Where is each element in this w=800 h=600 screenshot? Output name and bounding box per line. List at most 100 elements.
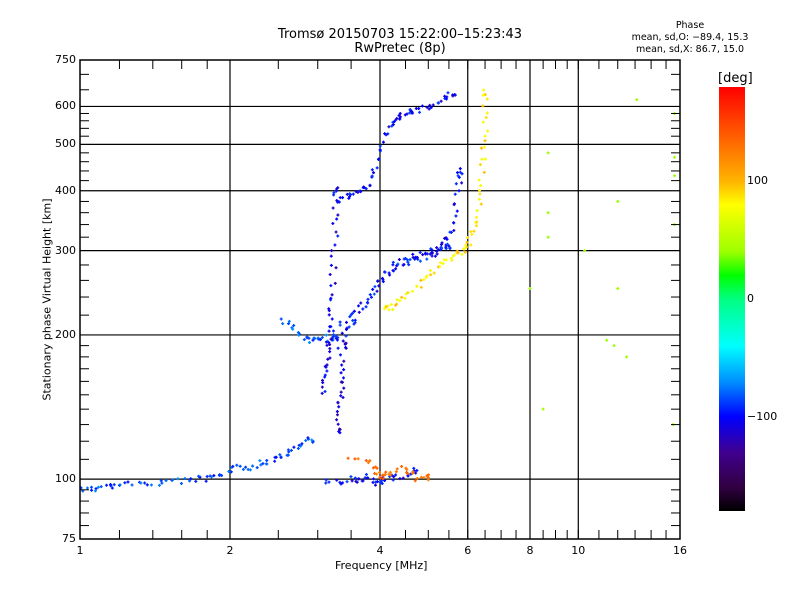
y-axis-label: Stationary phase Virtual Height [km] bbox=[40, 198, 54, 401]
data-point bbox=[377, 284, 381, 288]
data-point bbox=[302, 338, 306, 342]
data-point bbox=[458, 170, 462, 174]
data-point bbox=[478, 163, 482, 167]
data-point bbox=[429, 273, 433, 277]
data-point bbox=[449, 256, 453, 260]
x-tick-label: 6 bbox=[464, 544, 472, 557]
chart-subtitle: RwPretec (8p) bbox=[354, 41, 446, 56]
data-point bbox=[457, 189, 461, 193]
data-point bbox=[546, 235, 550, 239]
data-point bbox=[404, 292, 408, 296]
data-point bbox=[235, 463, 239, 467]
data-point bbox=[357, 304, 361, 308]
y-tick-label: 75 bbox=[62, 532, 76, 545]
data-point bbox=[395, 117, 399, 121]
series-sporadic-x-scatter bbox=[346, 456, 431, 483]
data-point bbox=[130, 483, 134, 487]
data-point bbox=[452, 253, 456, 257]
data-point bbox=[325, 363, 329, 367]
data-point bbox=[337, 405, 341, 409]
data-point bbox=[220, 474, 224, 478]
data-point bbox=[394, 473, 398, 477]
data-point bbox=[320, 385, 324, 389]
data-point bbox=[344, 345, 348, 349]
data-point bbox=[395, 298, 399, 302]
data-point bbox=[431, 103, 435, 107]
data-point bbox=[368, 293, 372, 297]
data-point bbox=[278, 453, 282, 457]
data-point bbox=[323, 364, 327, 368]
data-point bbox=[292, 323, 296, 327]
data-point bbox=[255, 466, 259, 470]
data-point bbox=[411, 289, 415, 293]
data-point bbox=[464, 243, 468, 247]
data-point bbox=[409, 472, 413, 476]
data-point bbox=[341, 196, 345, 200]
data-point bbox=[279, 455, 283, 459]
data-point bbox=[307, 336, 311, 340]
data-point bbox=[372, 292, 376, 296]
data-point bbox=[258, 459, 262, 463]
data-point bbox=[359, 301, 363, 305]
data-point bbox=[334, 230, 338, 234]
data-point bbox=[483, 134, 487, 138]
data-point bbox=[370, 174, 374, 178]
data-point bbox=[383, 132, 387, 136]
data-point bbox=[605, 338, 609, 342]
data-point bbox=[482, 170, 486, 174]
data-point bbox=[481, 93, 485, 97]
data-point bbox=[307, 341, 311, 345]
data-point bbox=[394, 470, 398, 474]
data-point bbox=[318, 338, 322, 342]
data-point bbox=[331, 329, 335, 333]
data-point bbox=[336, 234, 340, 238]
data-point bbox=[93, 489, 97, 493]
data-point bbox=[387, 472, 391, 476]
data-point bbox=[388, 470, 392, 474]
data-point bbox=[292, 445, 296, 449]
data-point bbox=[366, 461, 370, 465]
x-tick-label: 1 bbox=[76, 544, 84, 557]
data-point bbox=[400, 295, 404, 299]
data-point bbox=[372, 171, 376, 175]
data-point bbox=[289, 448, 293, 452]
data-point bbox=[480, 157, 484, 161]
y-tick-label: 500 bbox=[55, 137, 76, 151]
data-point bbox=[392, 119, 396, 123]
data-point bbox=[300, 442, 304, 446]
series-noise bbox=[528, 98, 677, 427]
data-point bbox=[390, 124, 394, 128]
data-point bbox=[330, 317, 334, 321]
data-point bbox=[374, 480, 378, 484]
data-point bbox=[194, 479, 198, 483]
data-point bbox=[484, 116, 488, 120]
x-tick-label: 4 bbox=[376, 544, 384, 557]
data-point bbox=[335, 410, 339, 414]
data-point bbox=[408, 107, 412, 111]
data-point bbox=[99, 485, 103, 489]
data-point bbox=[325, 343, 329, 347]
data-point bbox=[380, 482, 384, 486]
stats-heading: Phase bbox=[675, 20, 705, 31]
data-point bbox=[616, 287, 620, 291]
data-point bbox=[432, 271, 436, 275]
data-point bbox=[336, 422, 340, 426]
data-point bbox=[336, 346, 340, 350]
data-point bbox=[346, 456, 350, 460]
data-point bbox=[395, 467, 399, 471]
data-point bbox=[343, 341, 347, 345]
data-point bbox=[327, 329, 331, 333]
y-axis-ticks bbox=[80, 73, 680, 527]
data-point bbox=[386, 132, 390, 136]
data-point bbox=[347, 325, 351, 329]
data-point bbox=[406, 291, 410, 295]
data-point bbox=[463, 250, 467, 254]
data-point bbox=[420, 104, 424, 108]
data-point bbox=[430, 248, 434, 252]
data-point bbox=[391, 308, 395, 312]
data-point bbox=[426, 476, 430, 480]
data-point bbox=[311, 338, 315, 342]
data-point bbox=[353, 457, 357, 461]
data-point bbox=[387, 271, 391, 275]
data-point bbox=[375, 466, 379, 470]
